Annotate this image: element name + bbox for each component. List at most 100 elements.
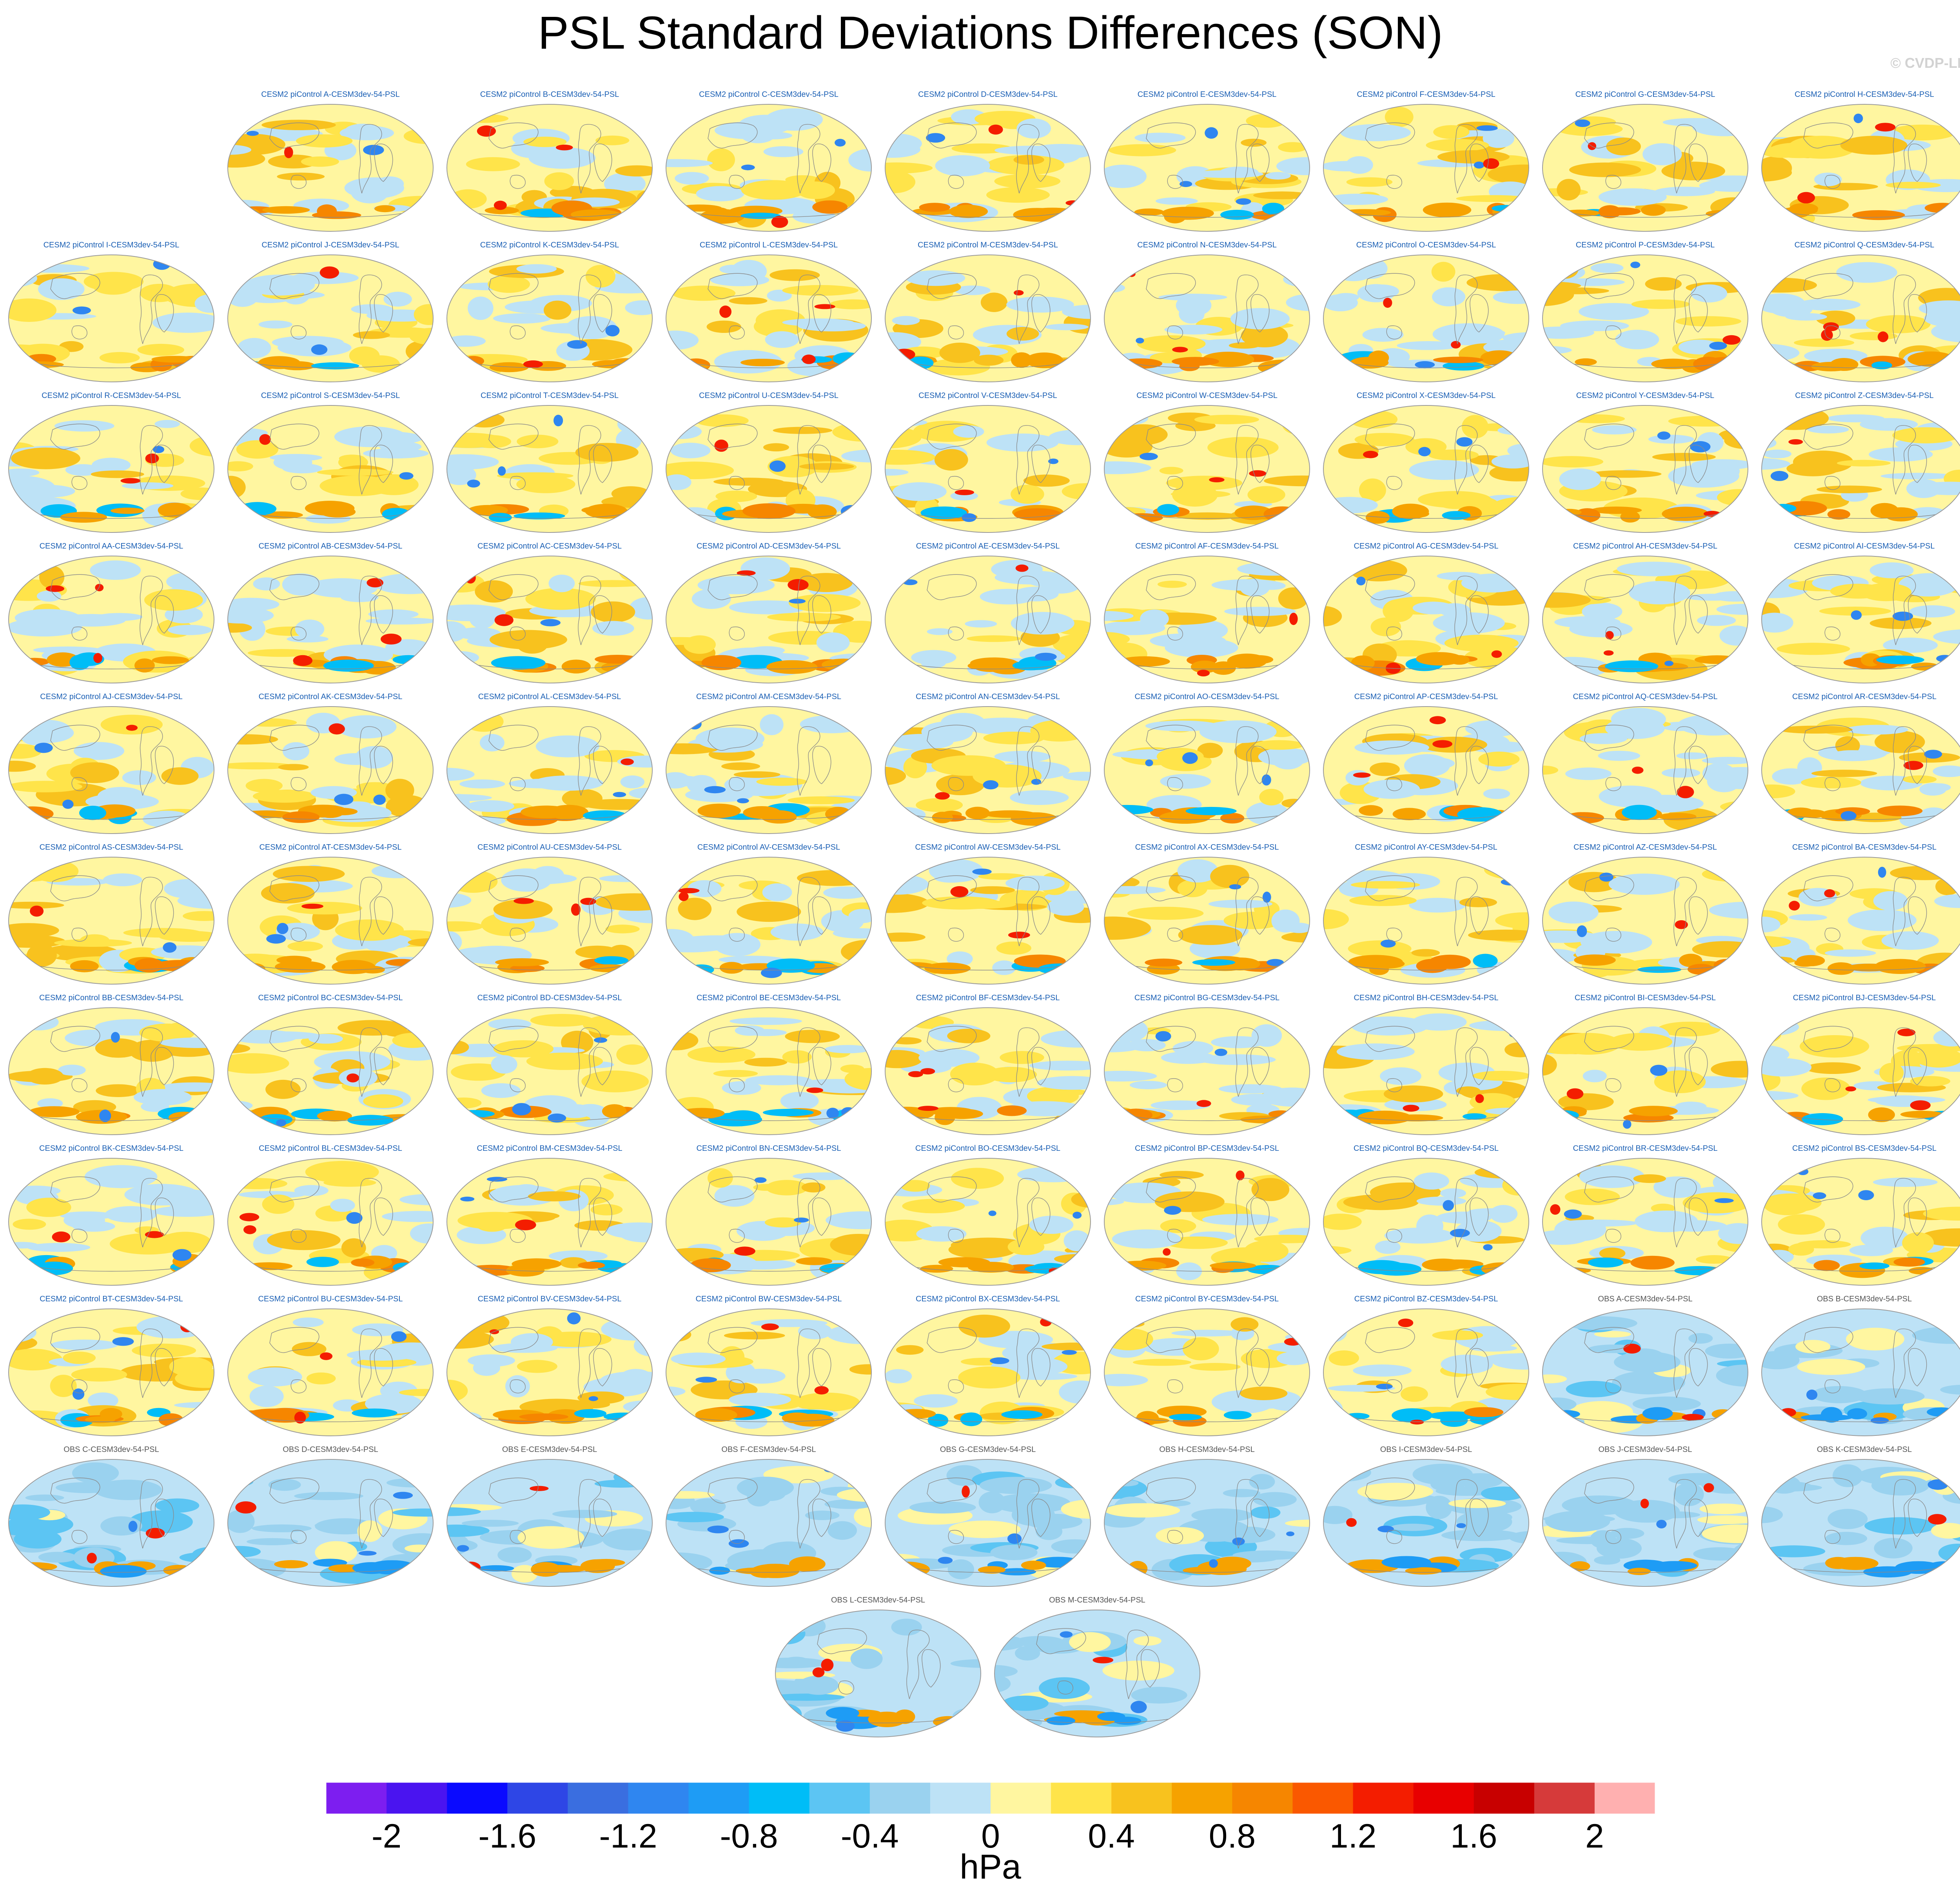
map-panel: OBS B-CESM3dev-54-PSL [1759, 1294, 1960, 1439]
map-field [1761, 1308, 1960, 1436]
map-panel: OBS F-CESM3dev-54-PSL [663, 1444, 875, 1590]
map-panel-title: CESM2 piControl BE-CESM3dev-54-PSL [697, 994, 841, 1002]
map-field [1323, 1007, 1529, 1135]
map-panel: CESM2 piControl C-CESM3dev-54-PSL [663, 89, 875, 234]
colorbar-swatch [1353, 1782, 1414, 1814]
map-panel: CESM2 piControl AL-CESM3dev-54-PSL [444, 692, 655, 837]
colorbar-swatch [568, 1782, 628, 1814]
colorbar-swatch [1594, 1782, 1655, 1814]
map-panel-title: CESM2 piControl BL-CESM3dev-54-PSL [259, 1144, 402, 1153]
map-panel-title: CESM2 piControl AT-CESM3dev-54-PSL [259, 843, 402, 852]
map-panel: CESM2 piControl AH-CESM3dev-54-PSL [1539, 541, 1751, 686]
map-panel: CESM2 piControl A-CESM3dev-54-PSL [225, 89, 436, 234]
map-field [227, 104, 434, 232]
map-panel-title: CESM2 piControl B-CESM3dev-54-PSL [480, 90, 619, 99]
map-panel: OBS K-CESM3dev-54-PSL [1759, 1444, 1960, 1590]
map-panel-title: CESM2 piControl G-CESM3dev-54-PSL [1575, 90, 1715, 99]
colorbar-tick-label: -0.8 [720, 1817, 778, 1855]
map-panel-title: CESM2 piControl AQ-CESM3dev-54-PSL [1573, 692, 1718, 701]
map-panel-title: CESM2 piControl AC-CESM3dev-54-PSL [477, 542, 622, 551]
map-field [1323, 104, 1529, 232]
map-panel-title: OBS C-CESM3dev-54-PSL [64, 1445, 159, 1454]
map-field [227, 405, 434, 533]
map-panel-title: OBS G-CESM3dev-54-PSL [940, 1445, 1036, 1454]
colorbar-tick-label: 0.4 [1088, 1817, 1135, 1855]
map-panel-title: CESM2 piControl N-CESM3dev-54-PSL [1137, 241, 1277, 249]
colorbar-unit-label: hPa [960, 1847, 1021, 1886]
map-panel: CESM2 piControl BL-CESM3dev-54-PSL [225, 1143, 436, 1288]
map-panel-title: CESM2 piControl AM-CESM3dev-54-PSL [696, 692, 842, 701]
map-panel: CESM2 piControl BQ-CESM3dev-54-PSL [1320, 1143, 1532, 1288]
map-field [1542, 1007, 1748, 1135]
map-panel: CESM2 piControl G-CESM3dev-54-PSL [1539, 89, 1751, 234]
colorbar-tick-label: -1.6 [478, 1817, 536, 1855]
map-field [1761, 104, 1960, 232]
map-panel: CESM2 piControl AY-CESM3dev-54-PSL [1320, 842, 1532, 987]
map-field [1761, 1007, 1960, 1135]
map-field [775, 1610, 981, 1737]
map-field [227, 254, 434, 382]
map-panel: CESM2 piControl AD-CESM3dev-54-PSL [663, 541, 875, 686]
map-panel-title: CESM2 piControl AI-CESM3dev-54-PSL [1794, 542, 1935, 551]
map-field [446, 104, 653, 232]
map-field [227, 1459, 434, 1587]
map-panel: CESM2 piControl AO-CESM3dev-54-PSL [1101, 692, 1313, 837]
map-panel: CESM2 piControl BW-CESM3dev-54-PSL [663, 1294, 875, 1439]
map-panel-title: CESM2 piControl AJ-CESM3dev-54-PSL [40, 692, 183, 701]
map-panel-title: CESM2 piControl S-CESM3dev-54-PSL [261, 391, 400, 400]
map-field [1104, 104, 1310, 232]
colorbar-swatch [447, 1782, 508, 1814]
map-panel: CESM2 piControl O-CESM3dev-54-PSL [1320, 240, 1532, 385]
map-panel: CESM2 piControl AT-CESM3dev-54-PSL [225, 842, 436, 987]
map-panel-title: CESM2 piControl W-CESM3dev-54-PSL [1136, 391, 1278, 400]
map-panel: CESM2 piControl AB-CESM3dev-54-PSL [225, 541, 436, 686]
colorbar-tick-label: -2 [372, 1817, 401, 1855]
map-panel: OBS L-CESM3dev-54-PSL [772, 1595, 984, 1740]
map-field [8, 1007, 214, 1135]
map-panel: CESM2 piControl BS-CESM3dev-54-PSL [1759, 1143, 1960, 1288]
map-panel: CESM2 piControl W-CESM3dev-54-PSL [1101, 391, 1313, 536]
map-panel-title: OBS B-CESM3dev-54-PSL [1817, 1295, 1912, 1303]
colorbar-swatch [628, 1782, 689, 1814]
map-panel: CESM2 piControl BB-CESM3dev-54-PSL [5, 993, 217, 1138]
map-panel-title: CESM2 piControl AU-CESM3dev-54-PSL [477, 843, 622, 852]
map-field [446, 857, 653, 985]
map-field [1761, 857, 1960, 985]
colorbar-swatch [387, 1782, 447, 1814]
map-panel-title: CESM2 piControl BX-CESM3dev-54-PSL [916, 1295, 1060, 1303]
map-panel: CESM2 piControl D-CESM3dev-54-PSL [882, 89, 1094, 234]
map-panel: CESM2 piControl T-CESM3dev-54-PSL [444, 391, 655, 536]
colorbar-tick-label: 1.6 [1450, 1817, 1497, 1855]
map-field [666, 1158, 872, 1286]
map-field [446, 1308, 653, 1436]
map-field [8, 556, 214, 683]
map-panel-title: CESM2 piControl BI-CESM3dev-54-PSL [1574, 994, 1716, 1002]
map-panel: CESM2 piControl BF-CESM3dev-54-PSL [882, 993, 1094, 1138]
map-panel: CESM2 piControl AF-CESM3dev-54-PSL [1101, 541, 1313, 686]
map-panel-title: CESM2 piControl X-CESM3dev-54-PSL [1356, 391, 1496, 400]
map-panel-title: CESM2 piControl M-CESM3dev-54-PSL [918, 241, 1058, 249]
map-panel-title: CESM2 piControl AO-CESM3dev-54-PSL [1134, 692, 1279, 701]
map-field [1323, 1158, 1529, 1286]
map-panel-title: CESM2 piControl K-CESM3dev-54-PSL [480, 241, 619, 249]
map-panel: CESM2 piControl I-CESM3dev-54-PSL [5, 240, 217, 385]
map-panel-title: CESM2 piControl AF-CESM3dev-54-PSL [1135, 542, 1279, 551]
map-panel-title: CESM2 piControl R-CESM3dev-54-PSL [42, 391, 181, 400]
map-panel: CESM2 piControl S-CESM3dev-54-PSL [225, 391, 436, 536]
map-panel-title: CESM2 piControl BK-CESM3dev-54-PSL [39, 1144, 183, 1153]
map-panel-title: CESM2 piControl A-CESM3dev-54-PSL [261, 90, 400, 99]
map-panel: CESM2 piControl BI-CESM3dev-54-PSL [1539, 993, 1751, 1138]
map-panel-title: CESM2 piControl D-CESM3dev-54-PSL [918, 90, 1058, 99]
map-panel: CESM2 piControl Z-CESM3dev-54-PSL [1759, 391, 1960, 536]
map-field [1542, 706, 1748, 834]
map-panel: CESM2 piControl U-CESM3dev-54-PSL [663, 391, 875, 536]
map-panel: CESM2 piControl AM-CESM3dev-54-PSL [663, 692, 875, 837]
map-field [1761, 1158, 1960, 1286]
map-field [1761, 254, 1960, 382]
map-panel: CESM2 piControl AZ-CESM3dev-54-PSL [1539, 842, 1751, 987]
map-field [1104, 1007, 1310, 1135]
map-panel-title: CESM2 piControl L-CESM3dev-54-PSL [699, 241, 838, 249]
map-field [227, 1158, 434, 1286]
map-panel-title: CESM2 piControl Y-CESM3dev-54-PSL [1576, 391, 1715, 400]
map-field [1542, 857, 1748, 985]
